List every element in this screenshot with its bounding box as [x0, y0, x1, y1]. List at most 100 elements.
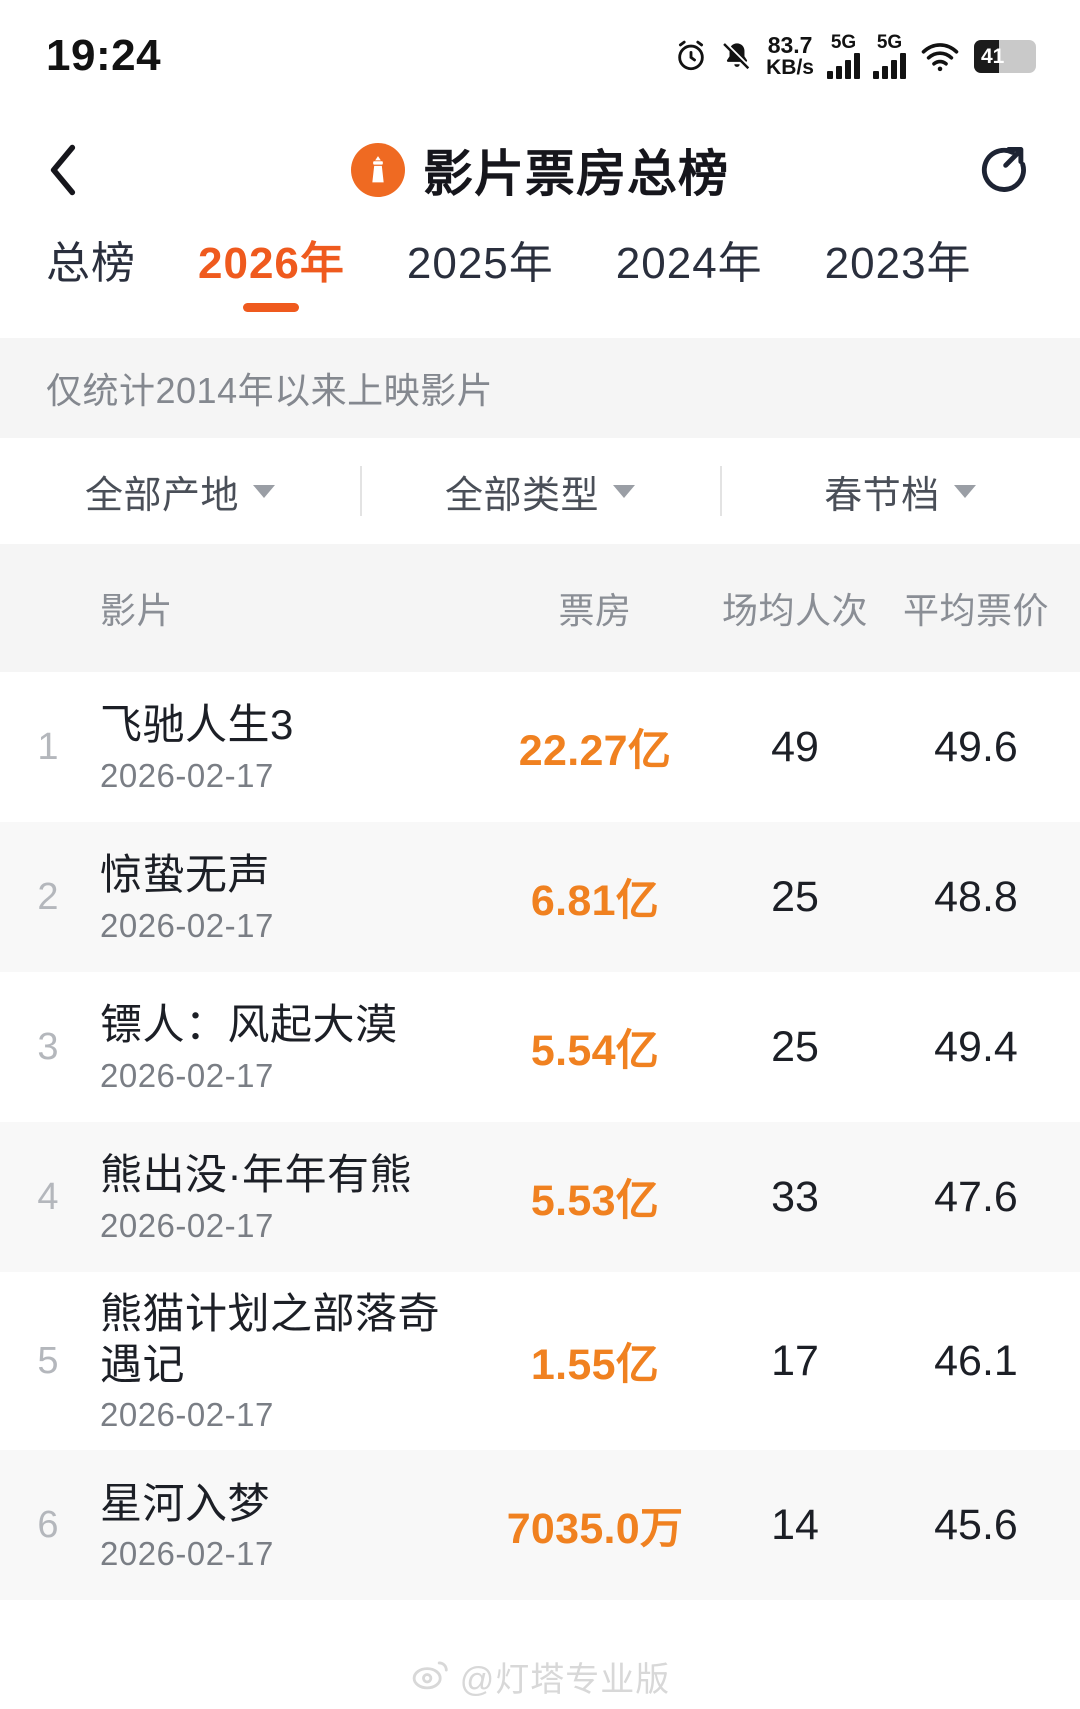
tab-label: 2024年 [615, 239, 763, 288]
row-avg-price: 49.4 [934, 1022, 1018, 1071]
back-button[interactable] [46, 141, 104, 199]
tab-2026[interactable]: 2026年 [198, 228, 345, 312]
row-rank: 1 [37, 725, 59, 768]
row-rank: 2 [37, 875, 59, 918]
year-tabs[interactable]: 总榜 2026年 2025年 2024年 2023年 [0, 228, 1080, 338]
filter-season[interactable]: 春节档 [720, 438, 1080, 544]
row-rank: 3 [37, 1025, 59, 1068]
bell-muted-icon [721, 39, 753, 73]
network-speed-value: 83.7 [767, 31, 813, 58]
tab-label: 总榜 [46, 239, 136, 288]
row-film-cell: 熊出没·年年有熊 2026-02-17 [96, 1149, 480, 1244]
row-avg-price: 45.6 [934, 1500, 1018, 1549]
network-speed-unit: KB/s [766, 56, 814, 80]
row-film-title: 熊出没·年年有熊 [100, 1151, 412, 1199]
row-attendance: 49 [771, 722, 819, 771]
filter-season-label: 春节档 [824, 474, 940, 517]
row-film-title: 惊蛰无声 [100, 851, 271, 899]
notice-band: 仅统计2014年以来上映影片 [0, 338, 1080, 438]
row-release-date: 2026-02-17 [100, 1206, 274, 1244]
row-avg-price: 46.1 [934, 1336, 1018, 1385]
network-speed-indicator: 83.7 KB/s [766, 31, 814, 80]
filter-origin-label: 全部产地 [84, 474, 239, 517]
alarm-clock-icon [674, 39, 708, 73]
ranking-list: 1 飞驰人生3 2026-02-17 22.27亿 49 49.6 2 惊蛰无声… [0, 672, 1080, 1601]
status-icons: 83.7 KB/s 5G 5G 41 [674, 33, 1036, 79]
row-film-title: 镖人：风起大漠 [100, 1001, 398, 1049]
row-film-title: 飞驰人生3 [100, 701, 294, 749]
sim2-network-label: 5G [876, 32, 903, 53]
table-row[interactable]: 4 熊出没·年年有熊 2026-02-17 5.53亿 33 47.6 [0, 1122, 1080, 1272]
sim1-network-label: 5G [830, 32, 857, 53]
share-icon [981, 147, 1026, 192]
column-header-avg-price: 平均票价 [902, 590, 1049, 631]
tab-2024[interactable]: 2024年 [616, 228, 763, 312]
sim1-bars-icon [827, 53, 860, 79]
row-film-cell: 惊蛰无声 2026-02-17 [96, 849, 480, 944]
tab-label: 2023年 [824, 239, 972, 288]
filter-genre[interactable]: 全部类型 [360, 438, 720, 544]
table-row[interactable]: 1 飞驰人生3 2026-02-17 22.27亿 49 49.6 [0, 672, 1080, 822]
row-rank: 4 [37, 1175, 59, 1218]
row-release-date: 2026-02-17 [100, 756, 274, 794]
chevron-down-icon [613, 484, 635, 498]
row-attendance: 17 [771, 1336, 819, 1385]
row-attendance: 14 [771, 1500, 819, 1549]
row-box-office: 22.27亿 [518, 727, 672, 775]
column-header-film: 影片 [100, 590, 174, 631]
row-box-office: 5.54亿 [530, 1027, 660, 1075]
row-attendance: 25 [771, 872, 819, 921]
row-film-cell: 星河入梦 2026-02-17 [96, 1478, 480, 1573]
table-row[interactable]: 5 熊猫计划之部落奇遇记 2026-02-17 1.55亿 17 46.1 [0, 1272, 1080, 1451]
wifi-icon [919, 39, 961, 73]
row-avg-price: 47.6 [934, 1172, 1018, 1221]
chevron-left-icon [50, 144, 76, 196]
row-film-cell: 熊猫计划之部落奇遇记 2026-02-17 [96, 1288, 480, 1434]
row-avg-price: 48.8 [934, 872, 1018, 921]
filter-genre-label: 全部类型 [444, 474, 599, 517]
row-attendance: 33 [771, 1172, 819, 1221]
navbar: 影片票房总榜 [0, 112, 1080, 228]
filter-origin[interactable]: 全部产地 [0, 438, 360, 544]
table-row[interactable]: 6 星河入梦 2026-02-17 7035.0万 14 45.6 [0, 1450, 1080, 1601]
row-film-title: 星河入梦 [100, 1479, 271, 1527]
row-box-office: 5.53亿 [530, 1177, 660, 1225]
row-avg-price: 49.6 [934, 722, 1018, 771]
row-release-date: 2026-02-17 [100, 1396, 274, 1434]
row-film-cell: 镖人：风起大漠 2026-02-17 [96, 999, 480, 1094]
row-box-office: 7035.0万 [506, 1505, 684, 1554]
tab-total[interactable]: 总榜 [46, 228, 136, 312]
chevron-down-icon [953, 484, 976, 498]
row-release-date: 2026-02-17 [100, 906, 274, 944]
tab-label: 2026年 [198, 239, 345, 288]
table-row[interactable]: 2 惊蛰无声 2026-02-17 6.81亿 25 48.8 [0, 822, 1080, 972]
tab-2025[interactable]: 2025年 [407, 228, 554, 312]
sim2-signal-icon: 5G [873, 33, 906, 79]
page-title: 影片票房总榜 [423, 146, 729, 202]
weibo-handle: @灯塔专业版 [459, 1661, 671, 1699]
share-button[interactable] [976, 141, 1034, 199]
sim1-signal-icon: 5G [827, 33, 860, 79]
status-bar: 19:24 83.7 KB/s [0, 0, 1080, 112]
row-film-cell: 飞驰人生3 2026-02-17 [96, 699, 480, 794]
tab-label: 2025年 [406, 239, 554, 288]
tab-2023[interactable]: 2023年 [825, 228, 972, 312]
weibo-icon [410, 1657, 450, 1696]
row-box-office: 1.55亿 [530, 1341, 660, 1390]
battery-level: 41 [981, 44, 1005, 68]
table-row[interactable]: 3 镖人：风起大漠 2026-02-17 5.54亿 25 49.4 [0, 972, 1080, 1122]
row-box-office: 6.81亿 [530, 877, 660, 925]
table-header: 影片 票房 场均人次 平均票价 [0, 544, 1080, 672]
row-film-title: 熊猫计划之部落奇遇记 [100, 1290, 441, 1389]
status-time: 19:24 [46, 31, 162, 80]
notice-text: 仅统计2014年以来上映影片 [46, 370, 494, 411]
column-header-attendance: 场均人次 [721, 590, 868, 631]
row-attendance: 25 [771, 1022, 819, 1071]
weibo-watermark: @灯塔专业版 [0, 1652, 1080, 1701]
battery-icon: 41 [974, 39, 1036, 73]
row-release-date: 2026-02-17 [100, 1535, 274, 1573]
filter-bar: 全部产地 全部类型 春节档 [0, 438, 1080, 544]
column-header-box-office: 票房 [558, 590, 632, 631]
navbar-title-group: 影片票房总榜 [0, 134, 1080, 206]
